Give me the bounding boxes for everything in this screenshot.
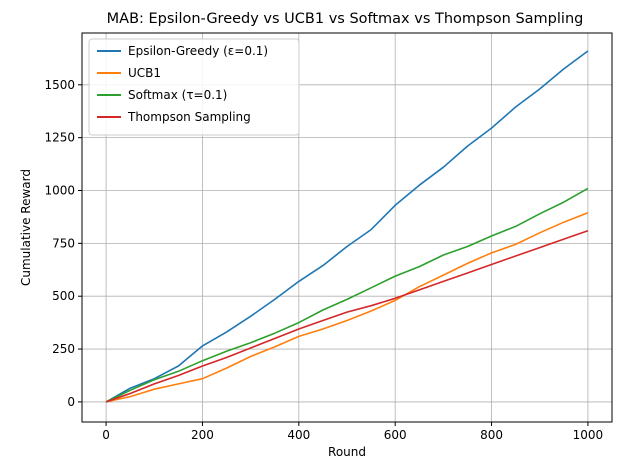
x-tick-label: 1000 xyxy=(573,428,604,442)
y-tick-label: 750 xyxy=(52,236,75,250)
legend-box xyxy=(88,38,300,136)
x-tick-label: 200 xyxy=(191,428,214,442)
y-tick-label: 1500 xyxy=(44,78,75,92)
chart-title: MAB: Epsilon-Greedy vs UCB1 vs Softmax v… xyxy=(107,11,584,27)
y-tick-label: 0 xyxy=(67,395,75,409)
y-axis-label: Cumulative Reward xyxy=(19,169,33,286)
y-tick-label: 500 xyxy=(52,289,75,303)
series-line xyxy=(105,211,589,403)
x-tick-label: 800 xyxy=(480,428,503,442)
y-tick-label: 1000 xyxy=(44,184,75,198)
legend-entry: Softmax (τ=0.1) xyxy=(128,88,227,102)
series-line xyxy=(105,50,589,403)
x-tick-label: 400 xyxy=(287,428,310,442)
series-line xyxy=(105,187,589,403)
x-tick-label: 0 xyxy=(102,428,110,442)
series-line xyxy=(105,229,589,403)
legend-entry: Epsilon-Greedy (ε=0.1) xyxy=(128,44,268,58)
legend: Epsilon-Greedy (ε=0.1) UCB1 Softmax (τ=0.1… xyxy=(88,38,300,136)
x-axis-label: Round xyxy=(328,445,366,459)
series-layer xyxy=(105,50,589,403)
legend-entry: UCB1 xyxy=(128,66,161,80)
y-tick-label: 1250 xyxy=(44,131,75,145)
ticks: 0 200 400 600 800 1000 0 250 500 750 1000 1250 1500 xyxy=(44,78,603,442)
legend-entry: Thompson Sampling xyxy=(127,110,251,124)
x-tick-label: 600 xyxy=(384,428,407,442)
y-tick-label: 250 xyxy=(52,342,75,356)
plot-frame xyxy=(81,32,613,423)
